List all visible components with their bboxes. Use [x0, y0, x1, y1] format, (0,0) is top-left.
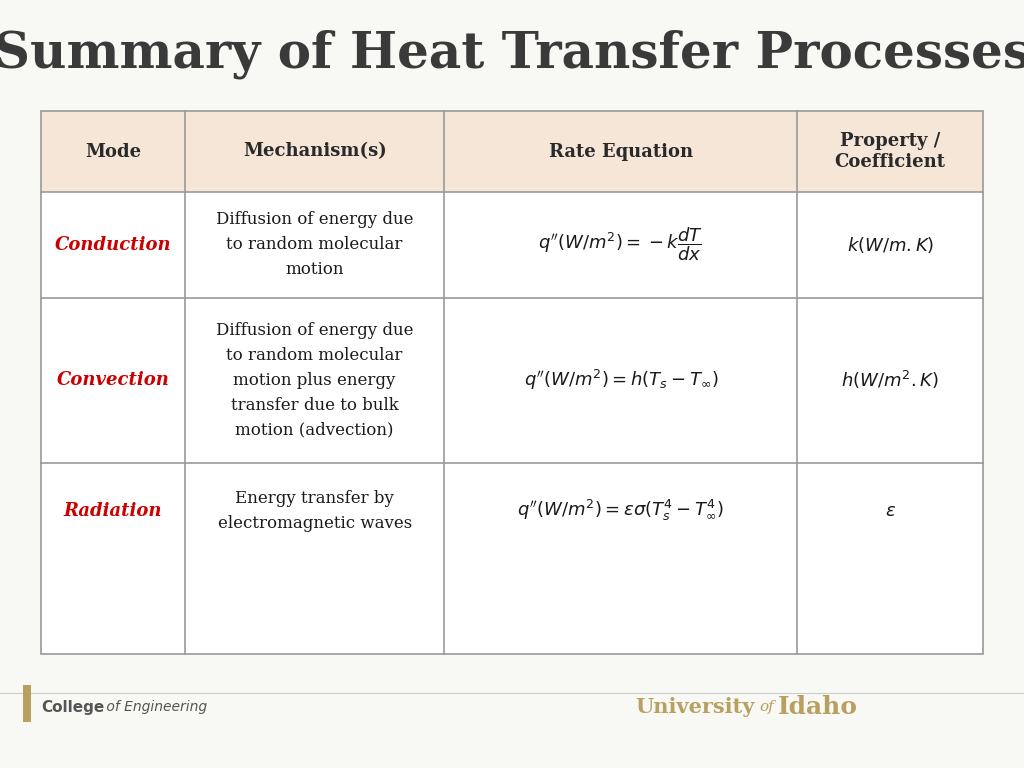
Text: Summary of Heat Transfer Processes: Summary of Heat Transfer Processes [0, 29, 1024, 78]
Text: $q''(W/m^2) = -k\dfrac{dT}{dx}$: $q''(W/m^2) = -k\dfrac{dT}{dx}$ [539, 226, 703, 263]
Bar [41, 111, 983, 654]
Text: $q''(W/m^2) = \varepsilon\sigma(T_s^4 - T_{\infty}^4)$: $q''(W/m^2) = \varepsilon\sigma(T_s^4 - … [517, 498, 724, 523]
Text: Convection: Convection [56, 372, 169, 389]
Text: of: of [760, 700, 774, 714]
Bar [41, 192, 983, 654]
Text: $\varepsilon$: $\varepsilon$ [885, 502, 896, 520]
Bar [23, 685, 31, 722]
Text: $h(W/m^2.K)$: $h(W/m^2.K)$ [842, 369, 939, 392]
Bar [41, 111, 983, 192]
Text: University: University [635, 697, 755, 717]
Text: Property /
Coefficient: Property / Coefficient [835, 132, 946, 171]
Text: Mode: Mode [85, 143, 141, 161]
Text: Idaho: Idaho [778, 695, 858, 720]
Text: Conduction: Conduction [54, 236, 171, 253]
Text: College: College [41, 700, 104, 715]
Text: Energy transfer by
electromagnetic waves: Energy transfer by electromagnetic waves [217, 490, 412, 531]
Text: $k(W/m.K)$: $k(W/m.K)$ [847, 235, 934, 255]
Text: Diffusion of energy due
to random molecular
motion plus energy
transfer due to b: Diffusion of energy due to random molecu… [216, 323, 414, 439]
Text: Mechanism(s): Mechanism(s) [243, 143, 386, 161]
Text: Diffusion of energy due
to random molecular
motion: Diffusion of energy due to random molecu… [216, 211, 414, 278]
Text: Radiation: Radiation [63, 502, 162, 520]
Text: Rate Equation: Rate Equation [549, 143, 693, 161]
Text: of Engineering: of Engineering [102, 700, 208, 714]
Text: $q''(W/m^2) = h(T_s - T_{\infty})$: $q''(W/m^2) = h(T_s - T_{\infty})$ [523, 369, 718, 392]
